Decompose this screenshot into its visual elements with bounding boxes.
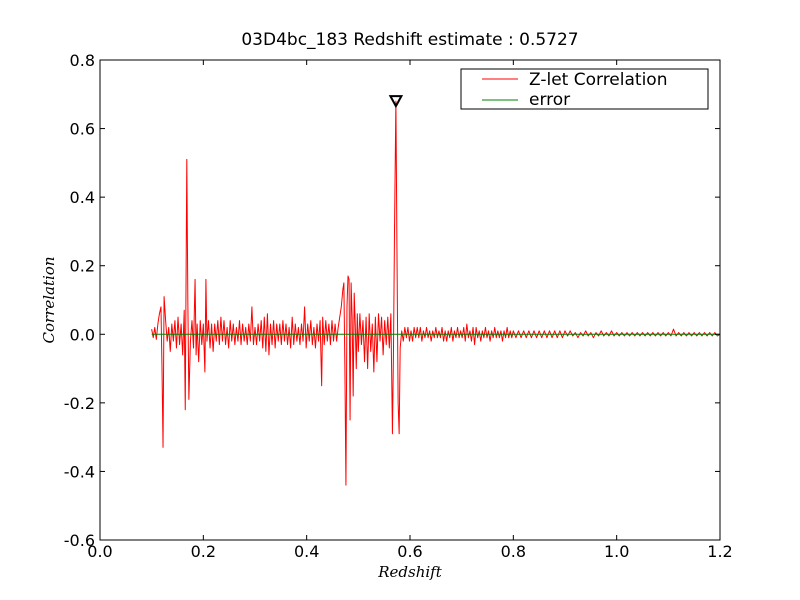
y-axis: -0.6 -0.4 -0.2 0.0 0.2 0.4 0.6 0.8 <box>64 51 720 550</box>
y-tick-label: 0.4 <box>70 188 95 207</box>
y-tick-label: -0.2 <box>64 394 95 413</box>
x-tick-label: 1.0 <box>604 542 629 561</box>
x-axis: 0.0 0.2 0.4 0.6 0.8 1.0 1.2 <box>87 60 733 561</box>
x-tick-label: 0.2 <box>191 542 216 561</box>
x-tick-label: 0.4 <box>294 542 319 561</box>
x-tick-label: 0.8 <box>501 542 526 561</box>
x-tick-label: 1.2 <box>707 542 732 561</box>
legend-label-error: error <box>529 90 570 110</box>
legend-label-zlet: Z-let Correlation <box>529 70 667 90</box>
legend: Z-let Correlation error <box>460 68 709 110</box>
x-axis-label: Redshift <box>377 563 442 581</box>
plot-background <box>100 60 720 540</box>
y-tick-label: 0.8 <box>70 51 95 70</box>
y-tick-label: 0.6 <box>70 120 95 139</box>
chart-title: 03D4bc_183 Redshift estimate : 0.5727 <box>241 30 578 50</box>
y-axis-label: Correlation <box>40 257 58 344</box>
y-tick-label: -0.4 <box>64 462 95 481</box>
x-tick-label: 0.6 <box>397 542 422 561</box>
peak-marker <box>388 95 404 109</box>
y-tick-label: 0.2 <box>70 257 95 276</box>
legend-box <box>460 68 709 110</box>
x-tick-label: 0.0 <box>87 542 112 561</box>
marker-layer <box>388 95 404 109</box>
y-tick-label: 0.0 <box>70 325 95 344</box>
zlet-correlation-line <box>151 100 721 486</box>
series-layer <box>151 100 721 486</box>
plot-area <box>99 59 721 541</box>
y-tick-label: -0.6 <box>64 531 95 550</box>
